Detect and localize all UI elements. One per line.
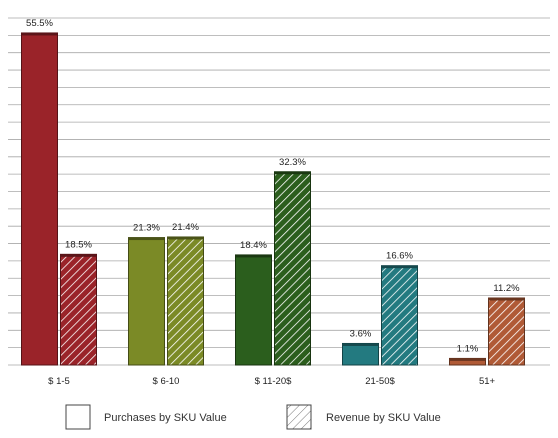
data-labels: 55.5% 18.5% 21.3% 21.4% 18.4% 32.3% 3.6% 16.6% 1… xyxy=(26,18,520,354)
data-label-purchases-3: 3.6% xyxy=(350,328,372,339)
legend-swatch-hatched xyxy=(286,404,312,430)
category-label-0: $ 1-5 xyxy=(48,376,70,387)
bar-revenue-4 xyxy=(488,297,525,366)
bar-top-edge xyxy=(21,32,58,36)
data-label-revenue-1: 21.4% xyxy=(172,222,199,233)
bar-purchases-0 xyxy=(21,32,58,366)
legend-label-purchases: Purchases by SKU Value xyxy=(104,412,227,424)
bar-revenue-0 xyxy=(60,253,97,366)
bar-revenue-2 xyxy=(274,171,311,366)
bar-top-edge xyxy=(128,237,165,241)
bar-top-edge xyxy=(274,171,311,175)
data-label-revenue-2: 32.3% xyxy=(279,157,306,168)
bar-purchases-2 xyxy=(235,254,272,366)
bar-top-edge xyxy=(167,236,204,240)
data-label-revenue-0: 18.5% xyxy=(65,239,92,250)
data-label-revenue-3: 16.6% xyxy=(386,251,413,262)
bar-purchases-1 xyxy=(128,237,165,366)
legend: Purchases by SKU Value Revenue by SKU Va… xyxy=(65,404,441,430)
bar-top-edge xyxy=(381,265,418,269)
legend-label-revenue: Revenue by SKU Value xyxy=(326,412,441,424)
bar-purchases-3 xyxy=(342,342,379,366)
legend-item-revenue: Revenue by SKU Value xyxy=(286,404,441,430)
data-label-purchases-4: 1.1% xyxy=(457,343,479,354)
bar-top-edge xyxy=(235,254,272,258)
legend-item-purchases: Purchases by SKU Value xyxy=(65,404,227,430)
bar-top-edge xyxy=(488,297,525,301)
bar-top-edge xyxy=(342,343,379,346)
category-label-1: $ 6-10 xyxy=(153,376,180,387)
data-label-purchases-1: 21.3% xyxy=(133,223,160,234)
gridlines xyxy=(8,17,550,366)
legend-swatch-solid xyxy=(65,404,91,430)
bar-revenue-1 xyxy=(167,236,204,366)
bars xyxy=(21,32,525,366)
category-label-3: 21-50$ xyxy=(365,376,395,387)
category-labels: $ 1-5 $ 6-10 $ 11-20$ 21-50$ 51+ xyxy=(48,376,495,387)
bar-revenue-3 xyxy=(381,265,418,366)
data-label-purchases-2: 18.4% xyxy=(240,240,267,251)
category-label-4: 51+ xyxy=(479,376,496,387)
category-label-2: $ 11-20$ xyxy=(255,376,293,387)
data-label-revenue-4: 11.2% xyxy=(493,283,520,294)
bar-top-edge xyxy=(449,358,486,361)
bar-top-edge xyxy=(60,254,97,257)
data-label-purchases-0: 55.5% xyxy=(26,18,53,29)
